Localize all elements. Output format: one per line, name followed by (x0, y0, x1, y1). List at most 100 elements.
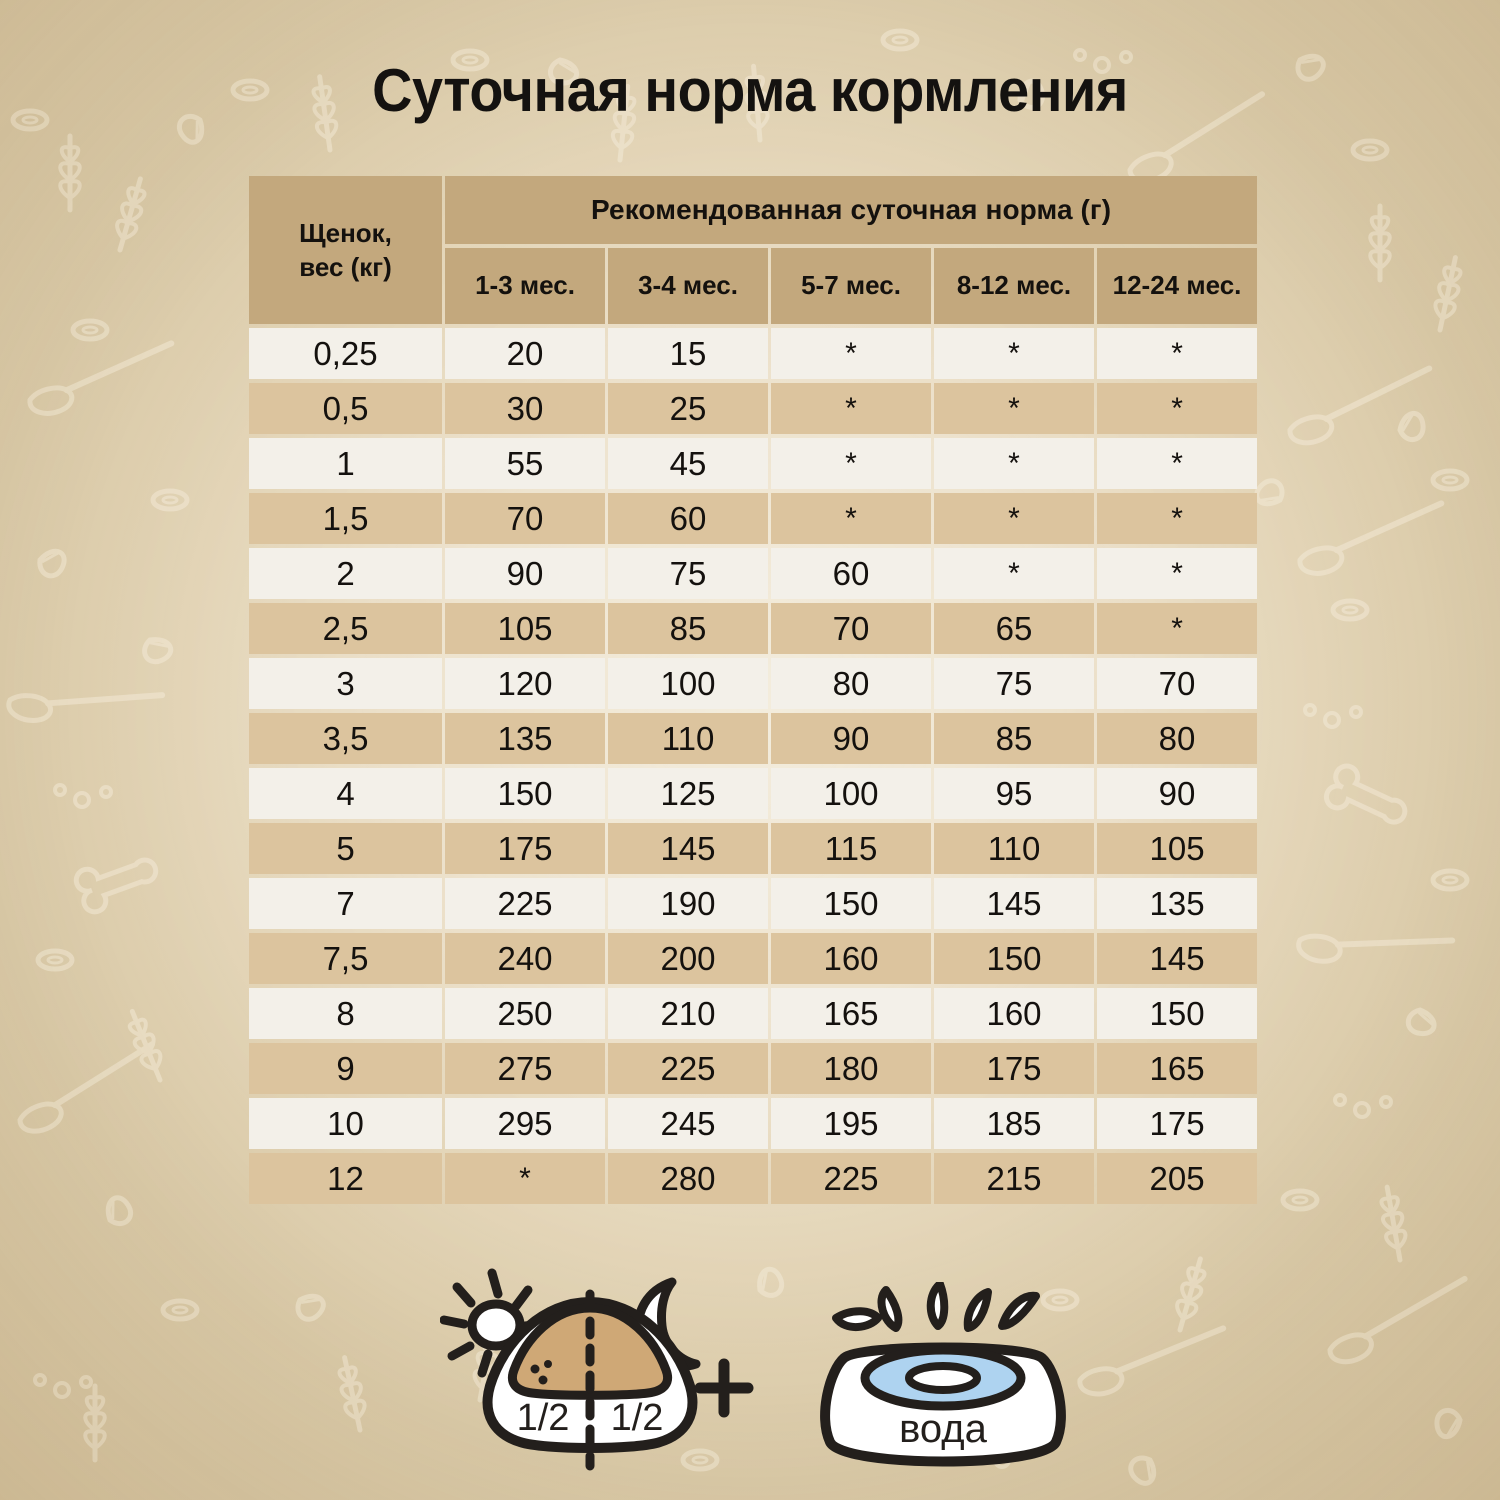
cell-weight: 0,25 (249, 328, 442, 379)
header-age-1-3: 1-3 мес. (445, 247, 605, 324)
cell-norm: 90 (771, 713, 931, 764)
cell-norm: 145 (1097, 933, 1258, 984)
cell-norm: * (1097, 328, 1258, 379)
cell-norm: * (1097, 438, 1258, 489)
cell-weight: 0,5 (249, 383, 442, 434)
cell-weight: 1 (249, 438, 442, 489)
cell-norm: 120 (445, 658, 605, 709)
cell-norm: 175 (1097, 1098, 1258, 1149)
table-row: 9 275 225 180 175 165 (249, 1043, 1258, 1094)
cell-norm: 90 (445, 548, 605, 599)
cell-norm: * (771, 438, 931, 489)
feeding-schedule-footer: 1/2 1/2 вода (0, 1268, 1500, 1500)
cell-norm: 190 (608, 878, 768, 929)
cell-norm: 15 (608, 328, 768, 379)
header-age-12-24: 12-24 мес. (1097, 247, 1258, 324)
cell-norm: 105 (445, 603, 605, 654)
cell-norm: 245 (608, 1098, 768, 1149)
water-ripple (905, 1362, 981, 1394)
cell-weight: 12 (249, 1153, 442, 1204)
cell-norm: * (1097, 383, 1258, 434)
cell-norm: * (934, 328, 1094, 379)
table-header-row-group: Щенок, вес (кг) Рекомендованная суточная… (249, 176, 1258, 324)
cell-norm: 295 (445, 1098, 605, 1149)
cell-norm: 225 (608, 1043, 768, 1094)
table-row: 7,5 240 200 160 150 145 (249, 933, 1258, 984)
cell-norm: 60 (771, 548, 931, 599)
cell-weight: 4 (249, 768, 442, 819)
cell-norm: 160 (934, 988, 1094, 1039)
cell-norm: * (771, 383, 931, 434)
table-row: 0,25 20 15 * * * (249, 328, 1258, 379)
cell-norm: * (1097, 603, 1258, 654)
cell-norm: 160 (771, 933, 931, 984)
cell-norm: 175 (934, 1043, 1094, 1094)
table-row: 8 250 210 165 160 150 (249, 988, 1258, 1039)
cell-norm: 75 (934, 658, 1094, 709)
cell-norm: * (934, 493, 1094, 544)
cell-weight: 7,5 (249, 933, 442, 984)
cell-norm: 135 (1097, 878, 1258, 929)
cell-weight: 1,5 (249, 493, 442, 544)
cell-norm: 30 (445, 383, 605, 434)
cell-norm: * (934, 383, 1094, 434)
cell-weight: 3 (249, 658, 442, 709)
cell-norm: 95 (934, 768, 1094, 819)
sun-icon (440, 1268, 549, 1378)
water-bowl-icon: вода (820, 1282, 1066, 1467)
cell-norm: 70 (771, 603, 931, 654)
cell-norm: 150 (934, 933, 1094, 984)
table-row: 3 120 100 80 75 70 (249, 658, 1258, 709)
table-row: 5 175 145 115 110 105 (249, 823, 1258, 874)
cell-norm: 80 (1097, 713, 1258, 764)
cell-norm: 75 (608, 548, 768, 599)
kibble-dots (530, 1360, 552, 1385)
cell-norm: * (934, 438, 1094, 489)
cell-norm: 90 (1097, 768, 1258, 819)
cell-norm: 145 (934, 878, 1094, 929)
cell-norm: 150 (445, 768, 605, 819)
cell-norm: * (771, 328, 931, 379)
portion-right-label: 1/2 (611, 1397, 664, 1439)
cell-norm: 60 (608, 493, 768, 544)
cell-norm: 275 (445, 1043, 605, 1094)
cell-norm: 225 (445, 878, 605, 929)
table-row: 3,5 135 110 90 85 80 (249, 713, 1258, 764)
table-row: 0,5 30 25 * * * (249, 383, 1258, 434)
cell-norm: 210 (608, 988, 768, 1039)
cell-norm: 110 (934, 823, 1094, 874)
cell-norm: 70 (445, 493, 605, 544)
water-splash-icon (832, 1282, 1040, 1332)
cell-norm: * (1097, 493, 1258, 544)
food-bowl-icon: 1/2 1/2 (440, 1268, 701, 1471)
cell-norm: 125 (608, 768, 768, 819)
table-row: 1 55 45 * * * (249, 438, 1258, 489)
cell-weight: 9 (249, 1043, 442, 1094)
cell-norm: 85 (934, 713, 1094, 764)
cell-norm: 55 (445, 438, 605, 489)
cell-norm: 145 (608, 823, 768, 874)
cell-norm: 105 (1097, 823, 1258, 874)
feeding-table-container: Щенок, вес (кг) Рекомендованная суточная… (246, 172, 1258, 1208)
portion-left-label: 1/2 (517, 1397, 570, 1439)
cell-norm: 250 (445, 988, 605, 1039)
cell-norm: 200 (608, 933, 768, 984)
header-age-8-12: 8-12 мес. (934, 247, 1094, 324)
header-weight-line2: вес (кг) (299, 252, 392, 282)
table-head: Щенок, вес (кг) Рекомендованная суточная… (249, 176, 1258, 324)
cell-norm: 45 (608, 438, 768, 489)
cell-norm: 65 (934, 603, 1094, 654)
cell-norm: 240 (445, 933, 605, 984)
table-row: 12 * 280 225 215 205 (249, 1153, 1258, 1204)
header-puppy-weight: Щенок, вес (кг) (249, 176, 442, 324)
table-row: 2 90 75 60 * * (249, 548, 1258, 599)
cell-norm: 280 (608, 1153, 768, 1204)
water-bowl-label: вода (899, 1407, 988, 1451)
table-row: 7 225 190 150 145 135 (249, 878, 1258, 929)
cell-weight: 10 (249, 1098, 442, 1149)
cell-norm: 20 (445, 328, 605, 379)
cell-norm: 165 (771, 988, 931, 1039)
table-body: 0,25 20 15 * * * 0,5 30 25 * * * 1 55 45 * * * 1,5 70 60 * * * 2… (249, 328, 1258, 1204)
cell-weight: 8 (249, 988, 442, 1039)
header-age-3-4: 3-4 мес. (608, 247, 768, 324)
